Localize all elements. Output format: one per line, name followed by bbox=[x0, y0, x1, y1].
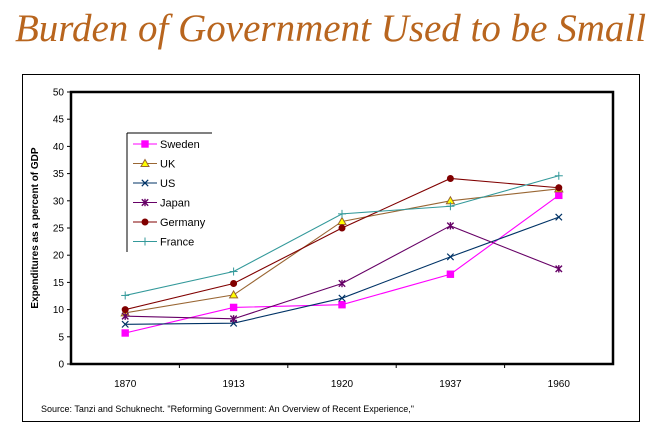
x-tick-label: 1920 bbox=[331, 379, 354, 390]
legend-marker-japan bbox=[141, 198, 149, 207]
legend-marker-sweden bbox=[141, 140, 149, 148]
legend-item-japan: Japan bbox=[133, 198, 190, 210]
data-point-france bbox=[446, 202, 455, 211]
y-axis-label: Expenditures as a percent of GDP bbox=[30, 147, 41, 308]
legend-marker-uk bbox=[140, 158, 150, 167]
legend-item-sweden: Sweden bbox=[133, 139, 200, 151]
data-point-us bbox=[121, 320, 129, 328]
data-point-sweden bbox=[446, 270, 455, 278]
legend-label: US bbox=[160, 178, 175, 190]
data-point-us bbox=[446, 253, 455, 261]
data-point-japan bbox=[229, 315, 238, 323]
series-germany bbox=[121, 174, 563, 314]
legend-label: Sweden bbox=[160, 139, 200, 151]
legend-marker-germany bbox=[141, 218, 149, 226]
legend-item-germany: Germany bbox=[133, 217, 206, 229]
data-point-germany bbox=[121, 306, 129, 314]
data-point-france bbox=[338, 209, 346, 218]
series-france bbox=[121, 171, 563, 300]
legend-item-us: US bbox=[133, 178, 175, 190]
series-japan bbox=[121, 222, 563, 323]
x-tick-label: 1937 bbox=[439, 379, 462, 390]
x-tick-label: 1960 bbox=[548, 379, 571, 390]
axes: 0 5 10 15 20 25 30 35 40 45 50 1870 1913 1920 1937 1960 bbox=[53, 88, 615, 390]
legend-label: UK bbox=[160, 159, 176, 171]
data-point-sweden bbox=[121, 329, 129, 337]
y-tick-label: 35 bbox=[53, 169, 65, 180]
data-point-japan bbox=[121, 312, 129, 320]
data-point-us bbox=[338, 294, 346, 302]
legend-marker-france bbox=[141, 237, 149, 246]
series-layer bbox=[120, 171, 564, 337]
y-tick-label: 5 bbox=[58, 332, 64, 343]
data-point-japan bbox=[555, 265, 563, 273]
data-point-germany bbox=[230, 279, 238, 287]
x-tick-label: 1913 bbox=[222, 379, 245, 390]
data-point-germany bbox=[555, 184, 563, 192]
legend-item-france: France bbox=[133, 237, 194, 249]
legend-label: France bbox=[160, 237, 194, 249]
data-point-sweden bbox=[555, 191, 563, 200]
data-point-uk bbox=[228, 289, 239, 299]
legend-label: Japan bbox=[160, 198, 190, 210]
chart-frame bbox=[22, 74, 640, 422]
y-tick-label: 25 bbox=[53, 224, 65, 235]
y-tick-label: 10 bbox=[53, 305, 65, 316]
data-point-france bbox=[229, 267, 238, 276]
y-tick-label: 30 bbox=[53, 196, 65, 207]
data-point-sweden bbox=[338, 301, 346, 309]
data-point-japan bbox=[446, 222, 455, 230]
y-tick-label: 50 bbox=[53, 88, 65, 99]
legend-item-uk: UK bbox=[133, 158, 176, 171]
x-tick-label: 1870 bbox=[114, 379, 137, 390]
data-point-sweden bbox=[229, 303, 238, 312]
y-tick-label: 40 bbox=[53, 142, 65, 153]
data-point-us bbox=[555, 213, 563, 221]
legend: Sweden UK US Japan Germany France bbox=[126, 132, 212, 252]
series-sweden bbox=[121, 191, 563, 337]
y-tick-label: 45 bbox=[53, 115, 65, 126]
y-tick-label: 20 bbox=[53, 251, 65, 262]
source-note: Source: Tanzi and Schuknecht. "Reforming… bbox=[41, 404, 414, 414]
y-tick-label: 0 bbox=[58, 360, 64, 371]
data-point-france bbox=[121, 291, 130, 300]
data-point-france bbox=[554, 171, 563, 180]
data-point-germany bbox=[446, 174, 454, 182]
data-point-uk bbox=[337, 216, 347, 225]
legend-marker-us bbox=[141, 179, 149, 187]
data-point-germany bbox=[338, 224, 346, 232]
y-tick-label: 15 bbox=[53, 278, 65, 289]
data-point-japan bbox=[338, 279, 346, 288]
chart-title: Burden of Government Used to be Small bbox=[14, 7, 647, 50]
legend-label: Germany bbox=[160, 217, 206, 229]
